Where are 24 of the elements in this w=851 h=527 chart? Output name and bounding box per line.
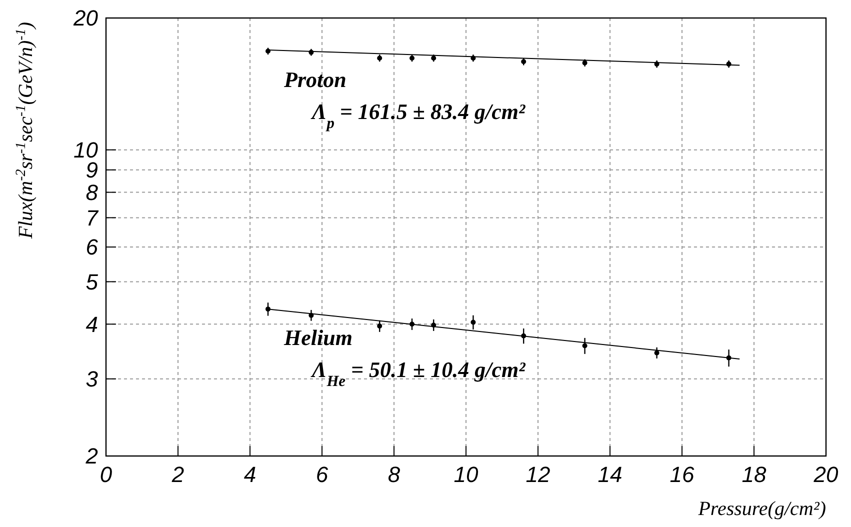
y-tick-label: 6 xyxy=(86,234,99,260)
y-tick-label: 8 xyxy=(86,180,99,205)
annotation: Λ$_{He}$ = 50.1 ± 10.4 g/cm² xyxy=(310,357,526,390)
y-tick-label: 5 xyxy=(86,269,99,294)
x-tick-label: 4 xyxy=(244,462,256,487)
x-tick-label: 20 xyxy=(812,462,839,487)
series-label: Proton xyxy=(283,67,346,92)
x-tick-label: 10 xyxy=(454,462,479,487)
y-tick-label: 2 xyxy=(84,444,98,469)
x-tick-label: 18 xyxy=(742,462,767,487)
x-tick-label: 12 xyxy=(526,462,550,487)
annotation: Λ$_{p}$ = 161.5 ± 83.4 g/cm² xyxy=(310,99,526,132)
y-tick-label: 3 xyxy=(86,366,99,392)
y-tick-label: 7 xyxy=(86,205,99,230)
x-tick-label: 8 xyxy=(388,462,401,487)
x-tick-label: 6 xyxy=(316,462,329,487)
x-tick-label: 2 xyxy=(170,462,184,487)
x-tick-label: 14 xyxy=(598,462,622,487)
x-tick-label: 16 xyxy=(670,462,695,487)
y-tick-label: 4 xyxy=(86,312,98,337)
x-axis-title: Pressure(g/cm²) xyxy=(697,498,826,520)
series-label: Helium xyxy=(283,325,352,350)
x-tick-label: 0 xyxy=(100,462,113,487)
y-tick-label: 20 xyxy=(72,6,99,31)
